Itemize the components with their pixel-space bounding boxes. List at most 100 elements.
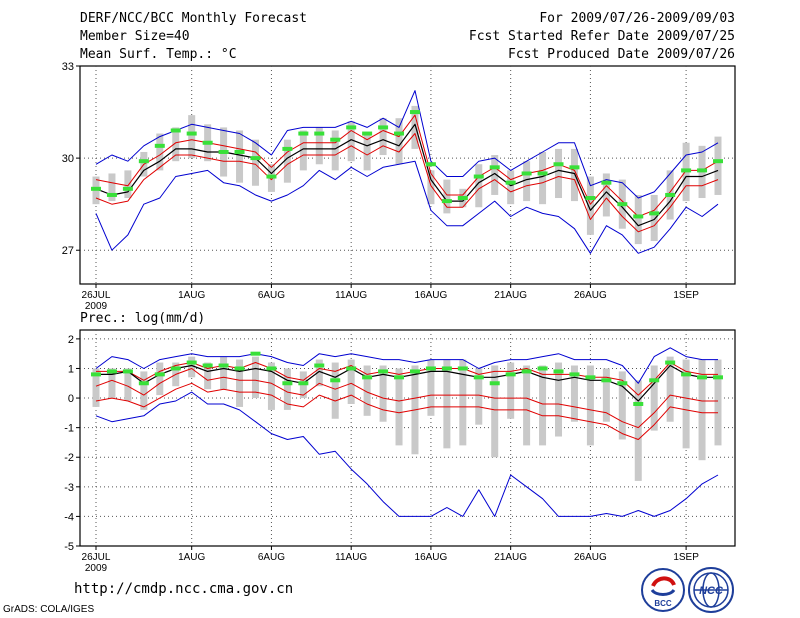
prec-xtick-label-7: 1SEP: [673, 552, 699, 563]
temp-box-day-14: [315, 127, 323, 165]
temp-xtick-label-1: 1AUG: [178, 290, 205, 301]
prec-observed-day-1: [106, 369, 117, 374]
prec-box-day-27: [523, 365, 531, 446]
temp-observed-day-31: [585, 196, 596, 201]
bcc-logo-text: BCC: [654, 599, 672, 608]
precip-panel-title: Prec.: log(mm/d): [80, 311, 206, 326]
temp-box-day-35: [650, 194, 658, 242]
temp-observed-day-38: [697, 168, 708, 173]
ncc-logo-text: NCC: [699, 585, 724, 597]
prec-ytick-label-6: 1: [68, 363, 74, 375]
forecast-start-date: Fcst Started Refer Date 2009/07/25: [468, 29, 735, 44]
prec-box-day-32: [602, 368, 610, 422]
temp-box-day-27: [523, 161, 531, 202]
temp-observed-day-0: [91, 186, 101, 191]
bcc-logo: BCC: [641, 568, 685, 612]
temp-xtick-label-0: 26JUL: [82, 290, 111, 301]
ncc-logo: NCC: [688, 567, 734, 613]
prec-xtick-label-6: 26AUG: [574, 552, 607, 563]
prec-box-day-16: [347, 359, 355, 404]
member-size-label: Member Size=40: [80, 29, 190, 44]
temp-box-day-4: [156, 133, 164, 171]
temp-series-spread-lower: [95, 133, 719, 233]
prec-series-ensemble-max: [95, 347, 718, 384]
temp-xtick-label-7: 1SEP: [673, 290, 699, 301]
prec-series-ensemble-min: [95, 391, 719, 517]
temp-observed-day-3: [138, 159, 149, 164]
temp-observed-day-19: [394, 131, 405, 136]
prec-box-day-29: [555, 362, 563, 437]
temp-box-day-22: [443, 179, 451, 214]
prec-box-day-14: [315, 359, 323, 387]
temp-box-day-17: [363, 133, 371, 171]
prec-ytick-label-7: 2: [68, 334, 74, 346]
temp-box-day-20: [411, 105, 419, 149]
prec-observed-day-18: [378, 369, 389, 374]
temp-observed-day-4: [154, 143, 165, 148]
temp-observed-day-36: [665, 192, 676, 197]
prec-observed-day-6: [186, 360, 197, 365]
prec-box-day-12: [283, 368, 291, 410]
temp-box-day-9: [236, 130, 244, 183]
prec-box-day-39: [714, 359, 722, 446]
prec-observed-day-34: [633, 401, 644, 406]
prec-observed-day-23: [457, 366, 468, 371]
grads-credit: GrADS: COLA/IGES: [3, 604, 95, 615]
prec-observed-day-38: [697, 375, 708, 380]
temp-box-day-29: [555, 148, 563, 199]
temp-ytick-label-0: 27: [62, 245, 74, 257]
temp-observed-day-37: [681, 168, 692, 173]
prec-box-day-9: [236, 359, 244, 407]
prec-observed-day-0: [91, 372, 101, 377]
prec-observed-day-28: [537, 366, 548, 371]
prec-observed-day-15: [330, 378, 341, 383]
prec-box-day-28: [539, 365, 547, 446]
temp-observed-day-6: [186, 131, 197, 136]
prec-xtick-label-4: 16AUG: [415, 552, 448, 563]
temp-observed-day-5: [170, 128, 181, 133]
temp-box-day-26: [507, 170, 515, 205]
prec-box-day-26: [507, 362, 515, 419]
prec-observed-day-2: [122, 369, 133, 374]
prec-box-day-19: [395, 368, 403, 446]
prec-ytick-label-5: 0: [68, 393, 74, 405]
temp-observed-day-25: [489, 165, 500, 170]
prec-observed-day-20: [409, 369, 420, 374]
prec-ytick-label-3: -2: [64, 452, 74, 464]
temp-observed-day-15: [330, 137, 341, 142]
prec-box-day-8: [220, 356, 228, 390]
source-url[interactable]: http://cmdp.ncc.cma.gov.cn: [74, 581, 294, 597]
prec-observed-day-8: [218, 363, 229, 368]
prec-box-day-11: [267, 362, 275, 410]
prec-observed-day-22: [441, 366, 452, 371]
prec-observed-day-4: [154, 372, 165, 377]
temp-xtick-label-5: 21AUG: [494, 290, 527, 301]
prec-observed-day-31: [585, 375, 596, 380]
prec-series-spread-lower: [95, 368, 718, 429]
temp-box-day-13: [299, 130, 307, 171]
temp-observed-day-33: [617, 202, 628, 207]
prec-observed-day-7: [202, 363, 213, 368]
prec-box-day-22: [443, 359, 451, 449]
prec-observed-day-5: [170, 366, 181, 371]
prec-box-day-6: [188, 356, 196, 378]
prec-observed-day-14: [314, 363, 325, 368]
prec-ytick-label-0: -5: [64, 541, 74, 553]
prec-observed-day-9: [234, 366, 245, 371]
temp-observed-day-13: [298, 131, 309, 136]
prec-ytick-label-2: -3: [64, 482, 74, 494]
forecast-period: For 2009/07/26-2009/09/03: [539, 11, 735, 26]
prec-observed-day-24: [473, 375, 484, 380]
prec-observed-day-13: [298, 381, 309, 386]
precipitation-panel: -5 -4 -3 -2 -1 0 1 2 26JUL 1AUG 6AUG 11AUG 16AUG 21AU…: [64, 329, 736, 574]
prec-series-unlabeled-line: [95, 382, 718, 440]
temp-observed-day-29: [553, 162, 564, 167]
prec-xtick-label-2: 6AUG: [258, 552, 285, 563]
temp-observed-day-30: [569, 165, 580, 170]
temp-box-day-18: [379, 118, 387, 156]
prec-observed-day-33: [617, 381, 628, 386]
prec-observed-day-11: [266, 366, 277, 371]
prec-box-day-31: [586, 365, 594, 446]
prec-observed-day-26: [505, 372, 516, 377]
